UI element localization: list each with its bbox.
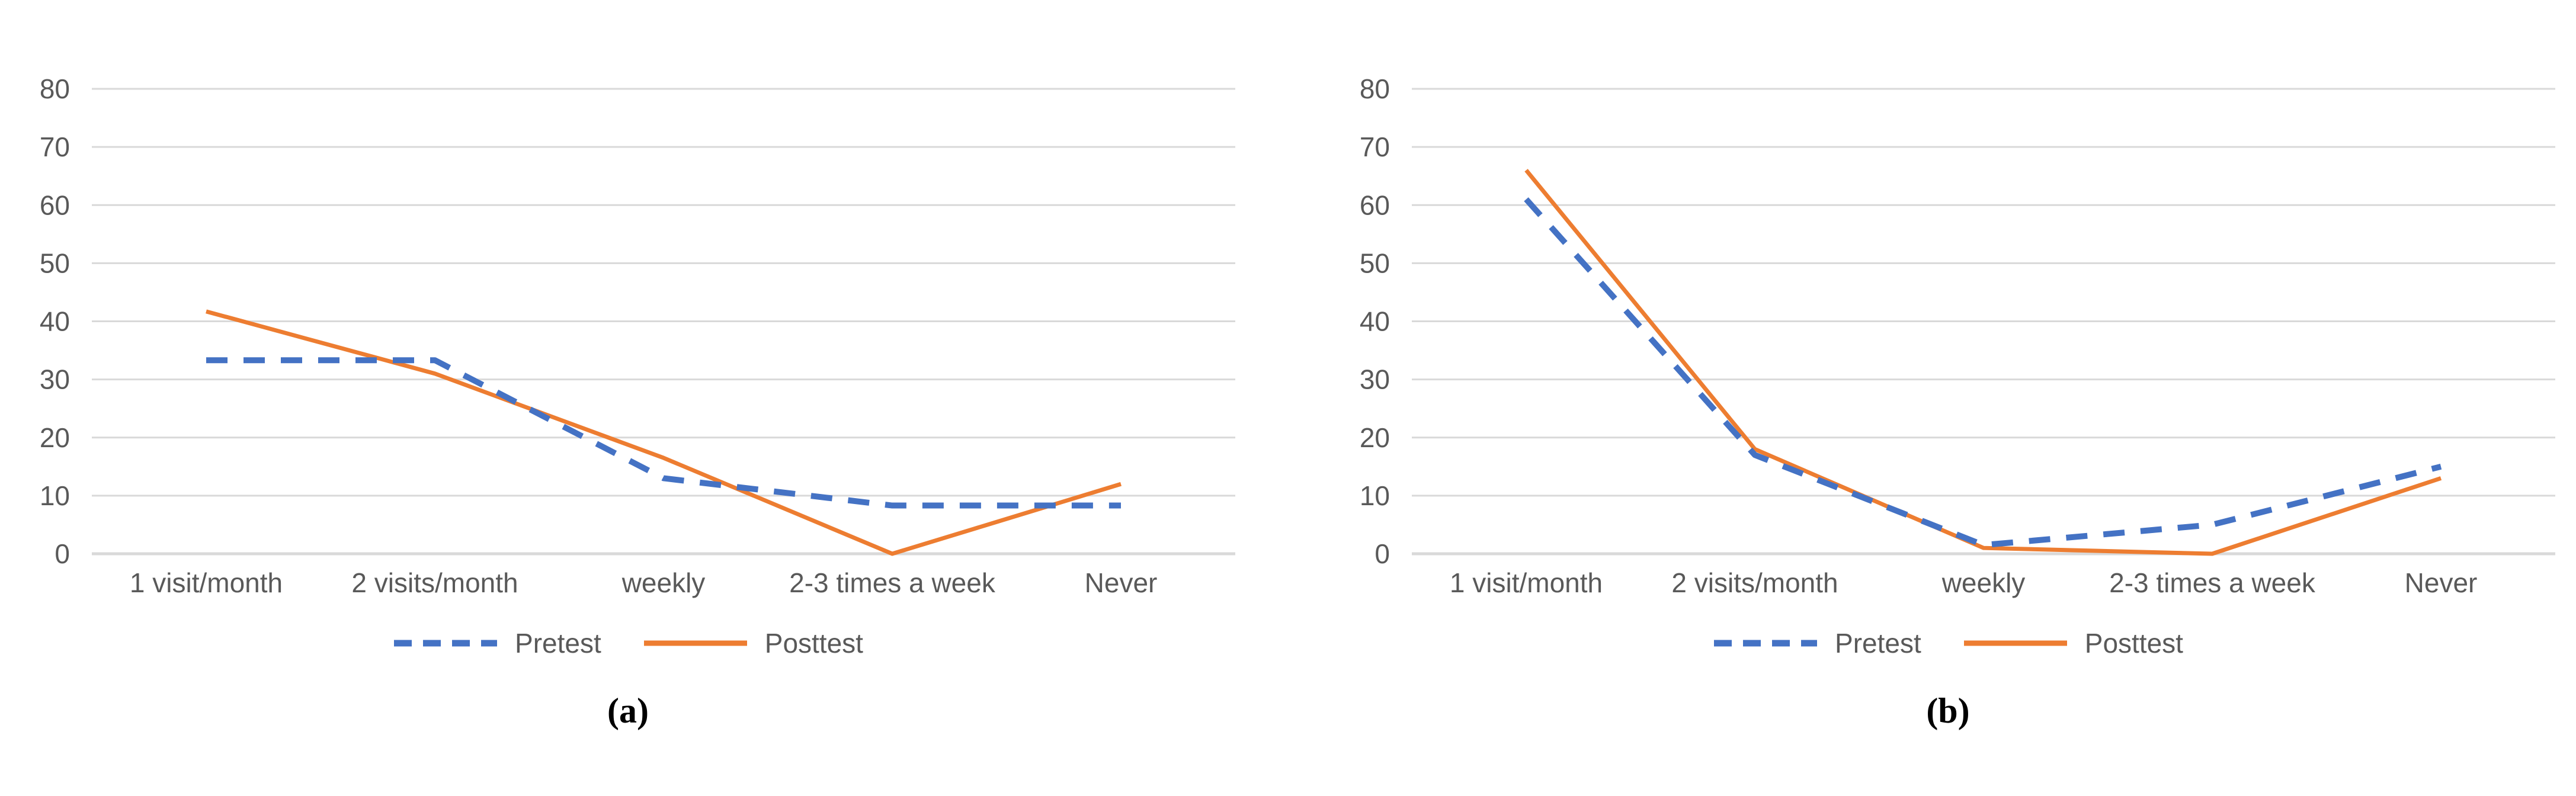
- x-category-label: weekly: [1941, 567, 2026, 598]
- y-tick-label: 10: [1360, 480, 1390, 511]
- panel-b-caption: (b): [1926, 691, 1970, 730]
- x-category-label: weekly: [621, 567, 706, 598]
- posttest-solid-line-swatch: [1963, 640, 2067, 646]
- panel-a-legend: Pretest Posttest: [393, 627, 863, 660]
- y-tick-label: 50: [40, 248, 70, 278]
- posttest-line: [1524, 169, 2442, 556]
- pretest-dashed-line-swatch: [1714, 640, 1818, 647]
- panel-b-legend: Pretest Posttest: [1713, 627, 2183, 660]
- y-tick-label: 40: [1360, 306, 1390, 337]
- y-tick-label: 70: [1360, 131, 1390, 162]
- x-category-label: 1 visit/month: [130, 567, 283, 598]
- legend-item-posttest: Posttest: [643, 630, 863, 657]
- y-tick-label: 10: [40, 480, 70, 511]
- y-tick-label: 20: [40, 422, 70, 453]
- y-tick-label: 30: [40, 364, 70, 395]
- y-tick-label: 20: [1360, 422, 1390, 453]
- y-tick-label: 80: [1360, 73, 1390, 104]
- pretest-dashed-line-swatch: [394, 640, 498, 647]
- x-category-label: Never: [1085, 567, 1158, 598]
- legend-label-pretest: Pretest: [1835, 628, 1921, 659]
- pretest-line: [1524, 197, 2442, 548]
- x-category-label: 2-3 times a week: [789, 567, 996, 598]
- legend-label-posttest: Posttest: [764, 628, 863, 659]
- legend-item-pretest: Pretest: [393, 630, 601, 657]
- panel-a: 0 10 20 30 40 50 60 70 80 1 visit/month 2 visits/m…: [0, 0, 1256, 796]
- y-tick-label: 30: [1360, 364, 1390, 395]
- y-tick-label: 80: [40, 73, 70, 104]
- y-tick-label: 60: [40, 190, 70, 220]
- y-tick-label: 50: [1360, 248, 1390, 278]
- legend-label-pretest: Pretest: [515, 628, 601, 659]
- x-category-label: 2-3 times a week: [2109, 567, 2316, 598]
- posttest-line: [206, 309, 1122, 556]
- legend-item-posttest: Posttest: [1963, 630, 2183, 657]
- y-tick-label: 70: [40, 131, 70, 162]
- y-tick-label: 60: [1360, 190, 1390, 220]
- panel-a-chart: 0 10 20 30 40 50 60 70 80 1 visit/month 2 visits/m…: [40, 73, 1235, 598]
- legend-item-pretest: Pretest: [1713, 630, 1921, 657]
- posttest-solid-line-swatch: [643, 640, 747, 646]
- y-tick-label: 40: [40, 306, 70, 337]
- pretest-line: [206, 357, 1121, 509]
- x-category-label: 2 visits/month: [351, 567, 518, 598]
- x-category-label: 2 visits/month: [1671, 567, 1838, 598]
- x-category-label: 1 visit/month: [1450, 567, 1603, 598]
- panel-a-caption: (a): [607, 691, 649, 730]
- panel-b-chart: 0 10 20 30 40 50 60 70 80 1 visit/month 2 visits/m…: [1360, 73, 2555, 598]
- y-tick-label: 0: [1374, 538, 1390, 569]
- x-category-label: Never: [2405, 567, 2478, 598]
- legend-label-posttest: Posttest: [2084, 628, 2183, 659]
- y-tick-label: 0: [55, 538, 70, 569]
- panel-b: 0 10 20 30 40 50 60 70 80 1 visit/month 2 visits/m…: [1320, 0, 2576, 796]
